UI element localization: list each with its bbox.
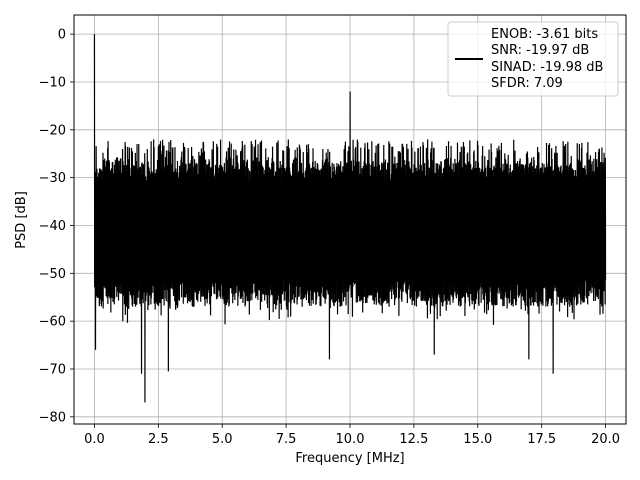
legend-entry-snr: SNR: -19.97 dB — [491, 43, 589, 58]
y-tick-label: 0 — [58, 28, 66, 43]
y-tick-label: −40 — [39, 219, 66, 234]
plot-area — [93, 34, 607, 403]
x-tick-label: 20.0 — [591, 432, 620, 447]
x-tick-label: 15.0 — [463, 432, 492, 447]
x-axis-ticks: 0.0 2.5 5.0 7.5 10.0 12.5 15.0 17.5 20.0 — [84, 424, 620, 447]
legend-entry-sinad: SINAD: -19.98 dB — [491, 60, 603, 75]
y-tick-label: −50 — [39, 267, 66, 282]
x-tick-label: 5.0 — [212, 432, 233, 447]
x-tick-label: 7.5 — [276, 432, 297, 447]
y-axis-label: PSD [dB] — [14, 191, 29, 249]
legend-entry-enob: ENOB: -3.61 bits — [491, 27, 598, 42]
x-tick-label: 2.5 — [148, 432, 169, 447]
y-axis-ticks: 0 −10 −20 −30 −40 −50 −60 −70 −80 — [39, 28, 74, 425]
y-tick-label: −10 — [39, 75, 66, 90]
x-tick-label: 0.0 — [84, 432, 105, 447]
y-tick-label: −70 — [39, 362, 66, 377]
legend-box — [447, 21, 619, 97]
x-tick-label: 17.5 — [527, 432, 556, 447]
y-tick-label: −30 — [39, 171, 66, 186]
x-tick-label: 12.5 — [399, 432, 428, 447]
y-tick-label: −20 — [39, 123, 66, 138]
x-axis-label: Frequency [MHz] — [295, 451, 404, 466]
legend-entry-sfdr: SFDR: 7.09 — [491, 76, 563, 91]
legend: ENOB: -3.61 bits SNR: -19.97 dB SINAD: -… — [447, 21, 619, 97]
x-tick-label: 10.0 — [336, 432, 365, 447]
psd-series-line — [93, 34, 607, 403]
y-tick-label: −80 — [39, 410, 66, 425]
y-tick-label: −60 — [39, 315, 66, 330]
